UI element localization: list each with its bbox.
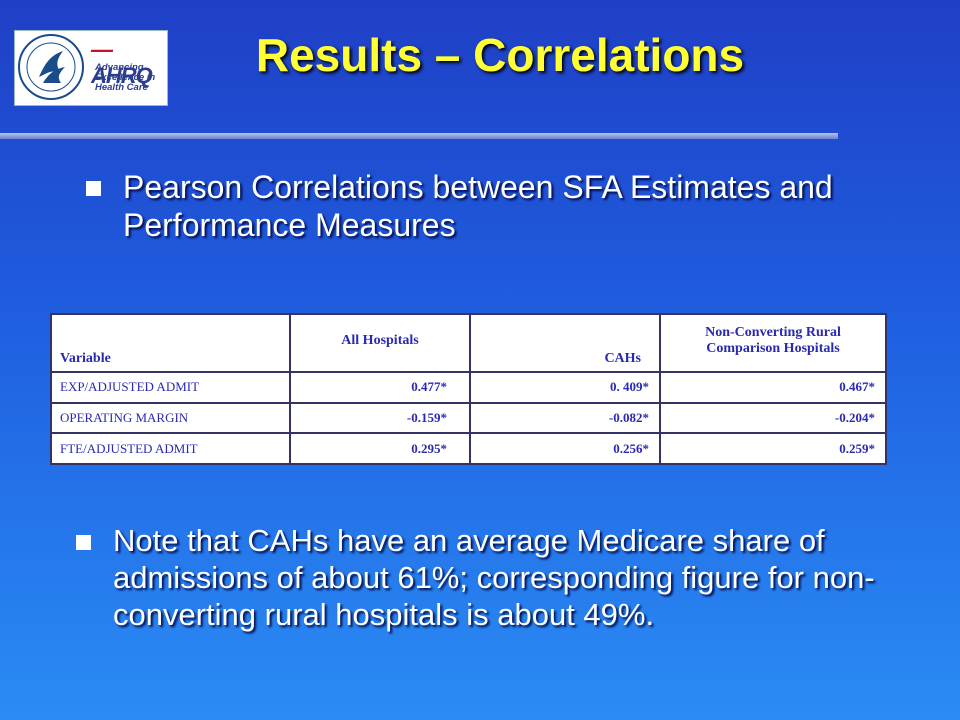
row-cahs: -0.082* xyxy=(469,401,661,435)
row-all-hospitals: 0.295* xyxy=(289,432,471,465)
table-row: EXP/ADJUSTED ADMIT 0.477* 0. 409* 0.467* xyxy=(50,371,887,404)
row-cahs: 0. 409* xyxy=(469,371,661,404)
table-row: FTE/ADJUSTED ADMIT 0.295* 0.256* 0.259* xyxy=(50,432,887,465)
row-all-hospitals: -0.159* xyxy=(289,401,471,435)
row-variable: FTE/ADJUSTED ADMIT xyxy=(50,432,291,465)
row-variable: EXP/ADJUSTED ADMIT xyxy=(50,371,291,404)
hhs-seal-icon xyxy=(18,34,84,100)
header-cahs: CAHs xyxy=(469,313,661,373)
row-non-converting: 0.467* xyxy=(659,371,887,404)
bullet-text: Pearson Correlations between SFA Estimat… xyxy=(123,169,833,243)
table-row: OPERATING MARGIN -0.159* -0.082* -0.204* xyxy=(50,401,887,435)
ahrq-wordmark: —AHRQ xyxy=(91,37,153,88)
header-non-converting: Non-Converting Rural Comparison Hospital… xyxy=(659,313,887,373)
bullet-text: Note that CAHs have an average Medicare … xyxy=(113,523,875,632)
ahrq-tagline: Advancing Excellence in Health Care xyxy=(95,62,156,93)
row-variable: OPERATING MARGIN xyxy=(50,401,291,435)
square-bullet-icon xyxy=(76,535,91,550)
row-non-converting: 0.259* xyxy=(659,432,887,465)
ahrq-hhs-logo: —AHRQ Advancing Excellence in Health Car… xyxy=(14,30,168,106)
title-divider xyxy=(0,133,838,139)
correlation-table: Variable All Hospitals CAHs Non-Converti… xyxy=(50,313,887,465)
bullet-item-pearson: Pearson Correlations between SFA Estimat… xyxy=(86,168,886,244)
row-all-hospitals: 0.477* xyxy=(289,371,471,404)
square-bullet-icon xyxy=(86,181,101,196)
header-all-hospitals: All Hospitals xyxy=(289,313,471,373)
row-non-converting: -0.204* xyxy=(659,401,887,435)
bullet-item-medicare-share: Note that CAHs have an average Medicare … xyxy=(76,522,936,633)
row-cahs: 0.256* xyxy=(469,432,661,465)
header-variable: Variable xyxy=(50,313,291,373)
ahrq-swoosh-icon: — xyxy=(91,37,113,62)
slide-title: Results – Correlations xyxy=(255,29,745,81)
table-header-row: Variable All Hospitals CAHs Non-Converti… xyxy=(50,313,887,373)
